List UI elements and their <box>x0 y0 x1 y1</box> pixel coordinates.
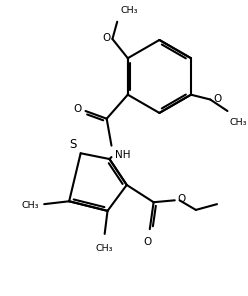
Text: S: S <box>69 138 77 151</box>
Text: O: O <box>102 33 111 43</box>
Text: NH: NH <box>115 150 131 160</box>
Text: O: O <box>144 237 152 247</box>
Text: CH₃: CH₃ <box>120 6 138 15</box>
Text: O: O <box>73 104 82 114</box>
Text: CH₃: CH₃ <box>229 118 247 127</box>
Text: CH₃: CH₃ <box>22 201 39 210</box>
Text: O: O <box>178 194 186 204</box>
Text: CH₃: CH₃ <box>96 244 113 252</box>
Text: O: O <box>213 94 221 104</box>
